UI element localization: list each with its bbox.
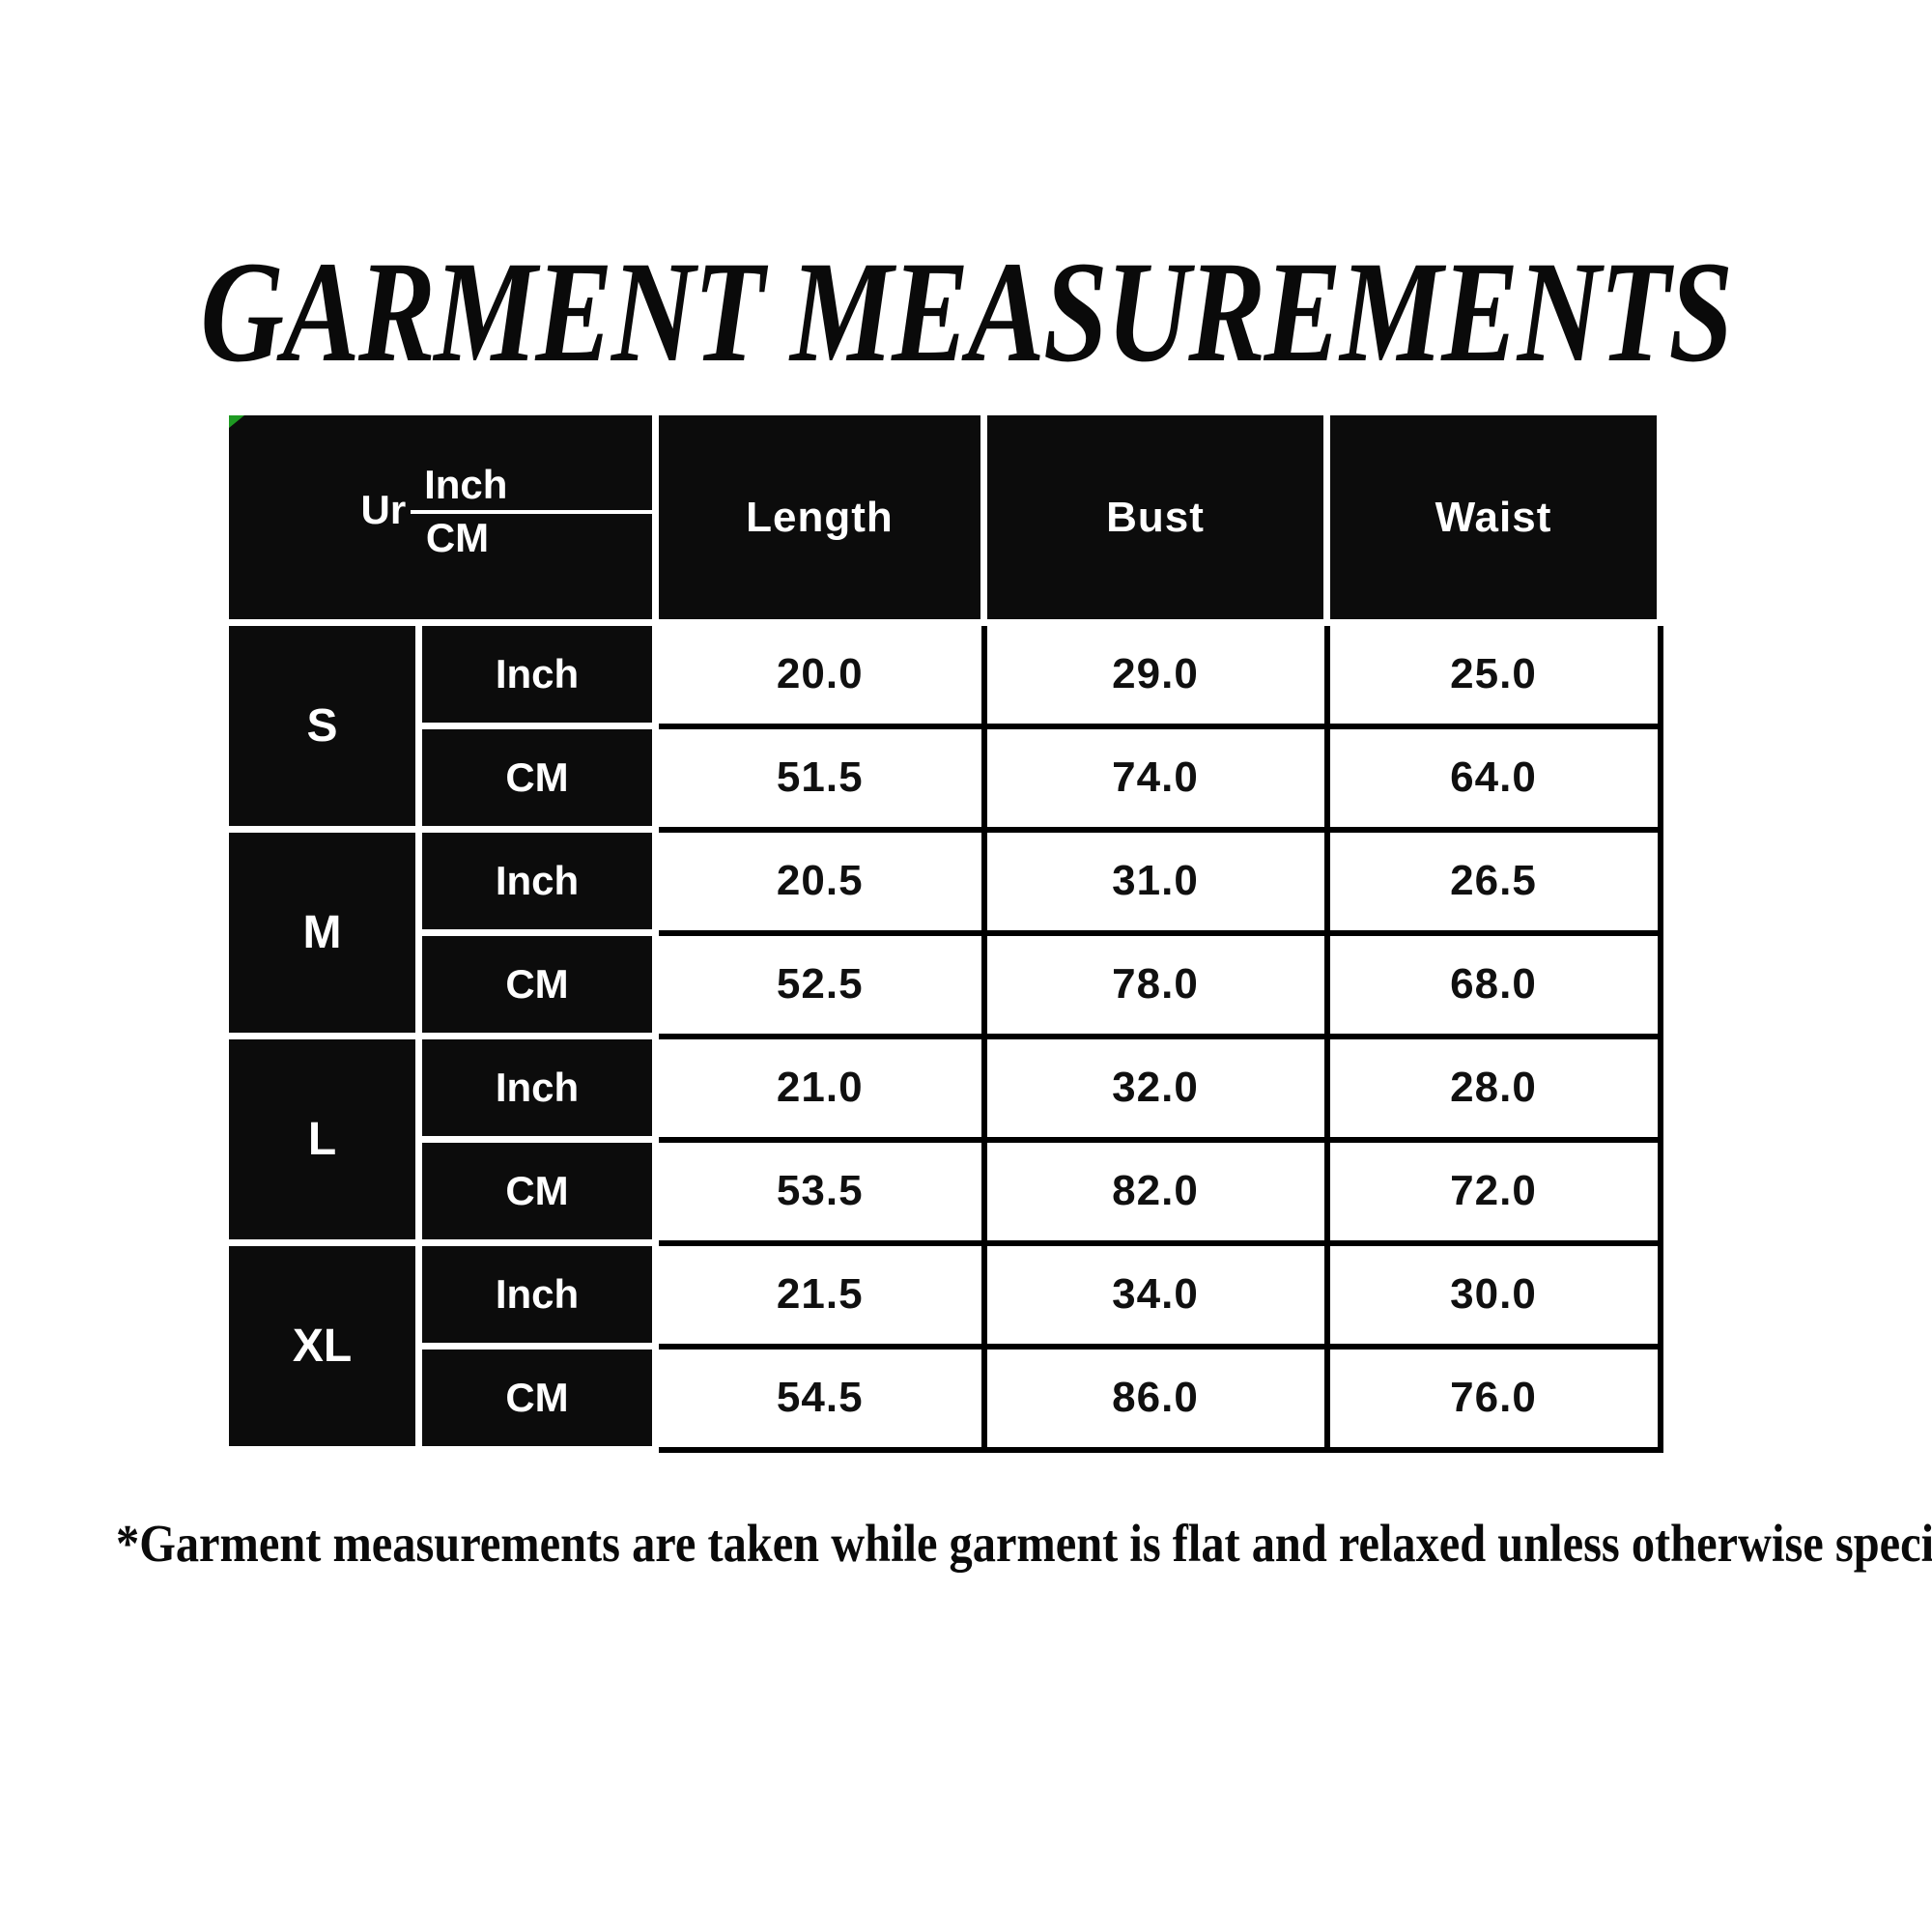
- value-cell: 26.5: [1323, 826, 1663, 936]
- unit-cell: CM: [415, 1136, 659, 1246]
- table-row: XL Inch 21.5 34.0 30.0: [222, 1239, 1663, 1453]
- value-cell: 53.5: [652, 1136, 987, 1246]
- cell-corner-marker-icon: [229, 415, 244, 428]
- value-cell: 21.0: [652, 1033, 987, 1143]
- unit-cell: Inch: [415, 826, 659, 936]
- unit-cell: CM: [415, 929, 659, 1039]
- value-cell: 72.0: [1323, 1136, 1663, 1246]
- size-label-xl: XL: [222, 1239, 422, 1453]
- unit-header-cell: Ur Inch CM: [222, 409, 659, 626]
- value-cell: 86.0: [980, 1343, 1330, 1453]
- page-title: GARMENT MEASUREMENTS: [200, 232, 1733, 392]
- measurement-footnote: *Garment measurements are taken while ga…: [116, 1514, 1932, 1573]
- unit-cell: CM: [415, 723, 659, 833]
- value-cell: 20.5: [652, 826, 987, 936]
- value-cell: 28.0: [1323, 1033, 1663, 1143]
- value-cell: 30.0: [1323, 1239, 1663, 1350]
- unit-divider-line: [411, 510, 652, 515]
- value-cell: 34.0: [980, 1239, 1330, 1350]
- unit-cell: Inch: [415, 1239, 659, 1350]
- table-row: M Inch 20.5 31.0 26.5: [222, 826, 1663, 1039]
- header-row: Ur Inch CM Length Bust Waist: [222, 409, 1663, 626]
- value-cell: 21.5: [652, 1239, 987, 1350]
- unit-cell: Inch: [415, 1033, 659, 1143]
- garment-measurements-table: Ur Inch CM Length Bust Waist S Inch 20.0…: [222, 409, 1663, 1453]
- value-cell: 54.5: [652, 1343, 987, 1453]
- unit-inch-label: Inch: [424, 462, 508, 508]
- value-cell: 78.0: [980, 929, 1330, 1039]
- column-header-length: Length: [652, 409, 987, 626]
- size-label-l: L: [222, 1033, 422, 1246]
- value-cell: 74.0: [980, 723, 1330, 833]
- value-cell: 68.0: [1323, 929, 1663, 1039]
- value-cell: 20.0: [652, 619, 987, 729]
- value-cell: 64.0: [1323, 723, 1663, 833]
- table-row: S Inch 20.0 29.0 25.0: [222, 619, 1663, 833]
- size-label-m: M: [222, 826, 422, 1039]
- value-cell: 31.0: [980, 826, 1330, 936]
- unit-cell: CM: [415, 1343, 659, 1453]
- value-cell: 25.0: [1323, 619, 1663, 729]
- size-label-s: S: [222, 619, 422, 833]
- value-cell: 51.5: [652, 723, 987, 833]
- unit-label-truncated: Ur: [360, 487, 407, 533]
- unit-cm-label: CM: [425, 515, 490, 561]
- column-header-waist: Waist: [1323, 409, 1663, 626]
- table-row: L Inch 21.0 32.0 28.0: [222, 1033, 1663, 1246]
- unit-cell: Inch: [415, 619, 659, 729]
- table-row: CM 52.5 78.0 68.0: [226, 929, 1663, 1039]
- column-header-bust: Bust: [980, 409, 1330, 626]
- value-cell: 52.5: [652, 929, 987, 1039]
- table-row: CM 53.5 82.0 72.0: [226, 1136, 1663, 1246]
- table-row: CM 54.5 86.0 76.0: [226, 1343, 1663, 1453]
- value-cell: 29.0: [980, 619, 1330, 729]
- value-cell: 76.0: [1323, 1343, 1663, 1453]
- table-row: CM 51.5 74.0 64.0: [226, 723, 1663, 833]
- value-cell: 32.0: [980, 1033, 1330, 1143]
- value-cell: 82.0: [980, 1136, 1330, 1246]
